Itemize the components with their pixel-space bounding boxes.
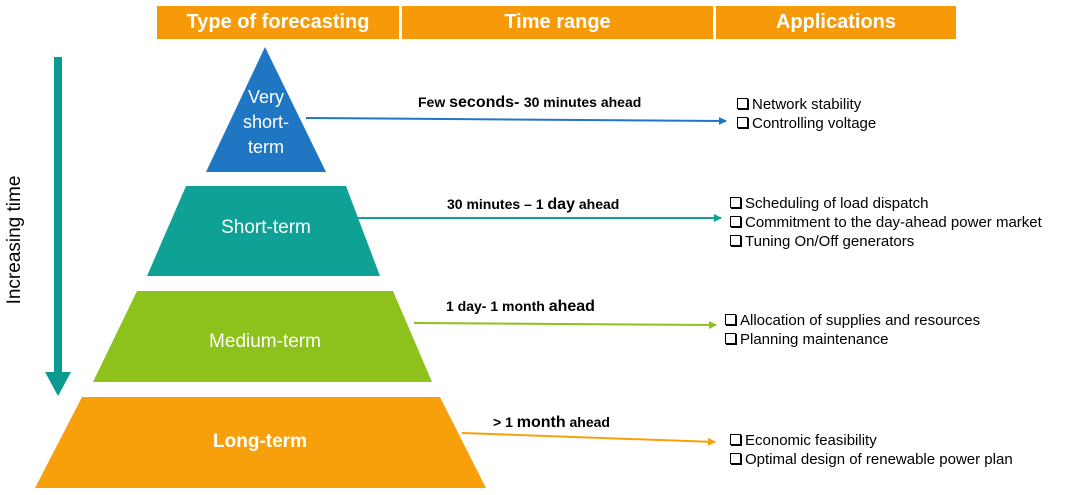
checkbox-square-icon bbox=[730, 453, 741, 464]
increasing-time-arrow bbox=[45, 57, 71, 396]
tier-medium-term-label: Medium-term bbox=[209, 331, 321, 352]
applications-long-term: Economic feasibility Optimal design of r… bbox=[730, 431, 1013, 469]
application-item: Scheduling of load dispatch bbox=[730, 194, 1042, 213]
tier-very-short-term-label: Very short- term bbox=[242, 87, 289, 157]
range-very-short-term: Few seconds- 30 minutes ahead bbox=[418, 94, 642, 111]
application-item: Planning maintenance bbox=[725, 330, 980, 349]
applications-very-short-term: Network stability Controlling voltage bbox=[737, 95, 876, 133]
header-applications: Applications bbox=[716, 6, 956, 39]
header-time-range: Time range bbox=[402, 6, 713, 39]
application-item: Network stability bbox=[737, 95, 876, 114]
applications-medium-term: Allocation of supplies and resources Pla… bbox=[725, 311, 980, 349]
tier-long-term-shape bbox=[35, 397, 486, 488]
tier-short-term-shape bbox=[147, 186, 380, 276]
application-item: Commitment to the day-ahead power market bbox=[730, 213, 1042, 232]
arrow-very-short-term bbox=[305, 116, 727, 125]
arrow-medium-term bbox=[413, 320, 717, 329]
checkbox-square-icon bbox=[730, 197, 741, 208]
tier-short-term-label: Short-term bbox=[221, 217, 311, 238]
checkbox-square-icon bbox=[725, 314, 736, 325]
application-item: Economic feasibility bbox=[730, 431, 1013, 450]
checkbox-square-icon bbox=[730, 434, 741, 445]
range-long-term: > 1 month ahead bbox=[493, 414, 610, 431]
header-type-of-forecasting: Type of forecasting bbox=[157, 6, 399, 39]
tier-medium-term-shape bbox=[93, 291, 432, 382]
range-short-term: 30 minutes – 1 day ahead bbox=[447, 196, 620, 213]
checkbox-square-icon bbox=[737, 98, 748, 109]
checkbox-square-icon bbox=[737, 117, 748, 128]
application-item: Controlling voltage bbox=[737, 114, 876, 133]
range-medium-term: 1 day- 1 month ahead bbox=[446, 298, 595, 315]
applications-short-term: Scheduling of load dispatch Commitment t… bbox=[730, 194, 1042, 251]
application-item: Tuning On/Off generators bbox=[730, 232, 1042, 251]
application-item: Allocation of supplies and resources bbox=[725, 311, 980, 330]
arrow-long-term bbox=[461, 432, 716, 446]
application-item: Optimal design of renewable power plan bbox=[730, 450, 1013, 469]
checkbox-square-icon bbox=[725, 333, 736, 344]
checkbox-square-icon bbox=[730, 216, 741, 227]
checkbox-square-icon bbox=[730, 235, 741, 246]
tier-very-short-term-shape bbox=[206, 47, 326, 172]
tier-long-term-label: Long-term bbox=[213, 431, 307, 452]
